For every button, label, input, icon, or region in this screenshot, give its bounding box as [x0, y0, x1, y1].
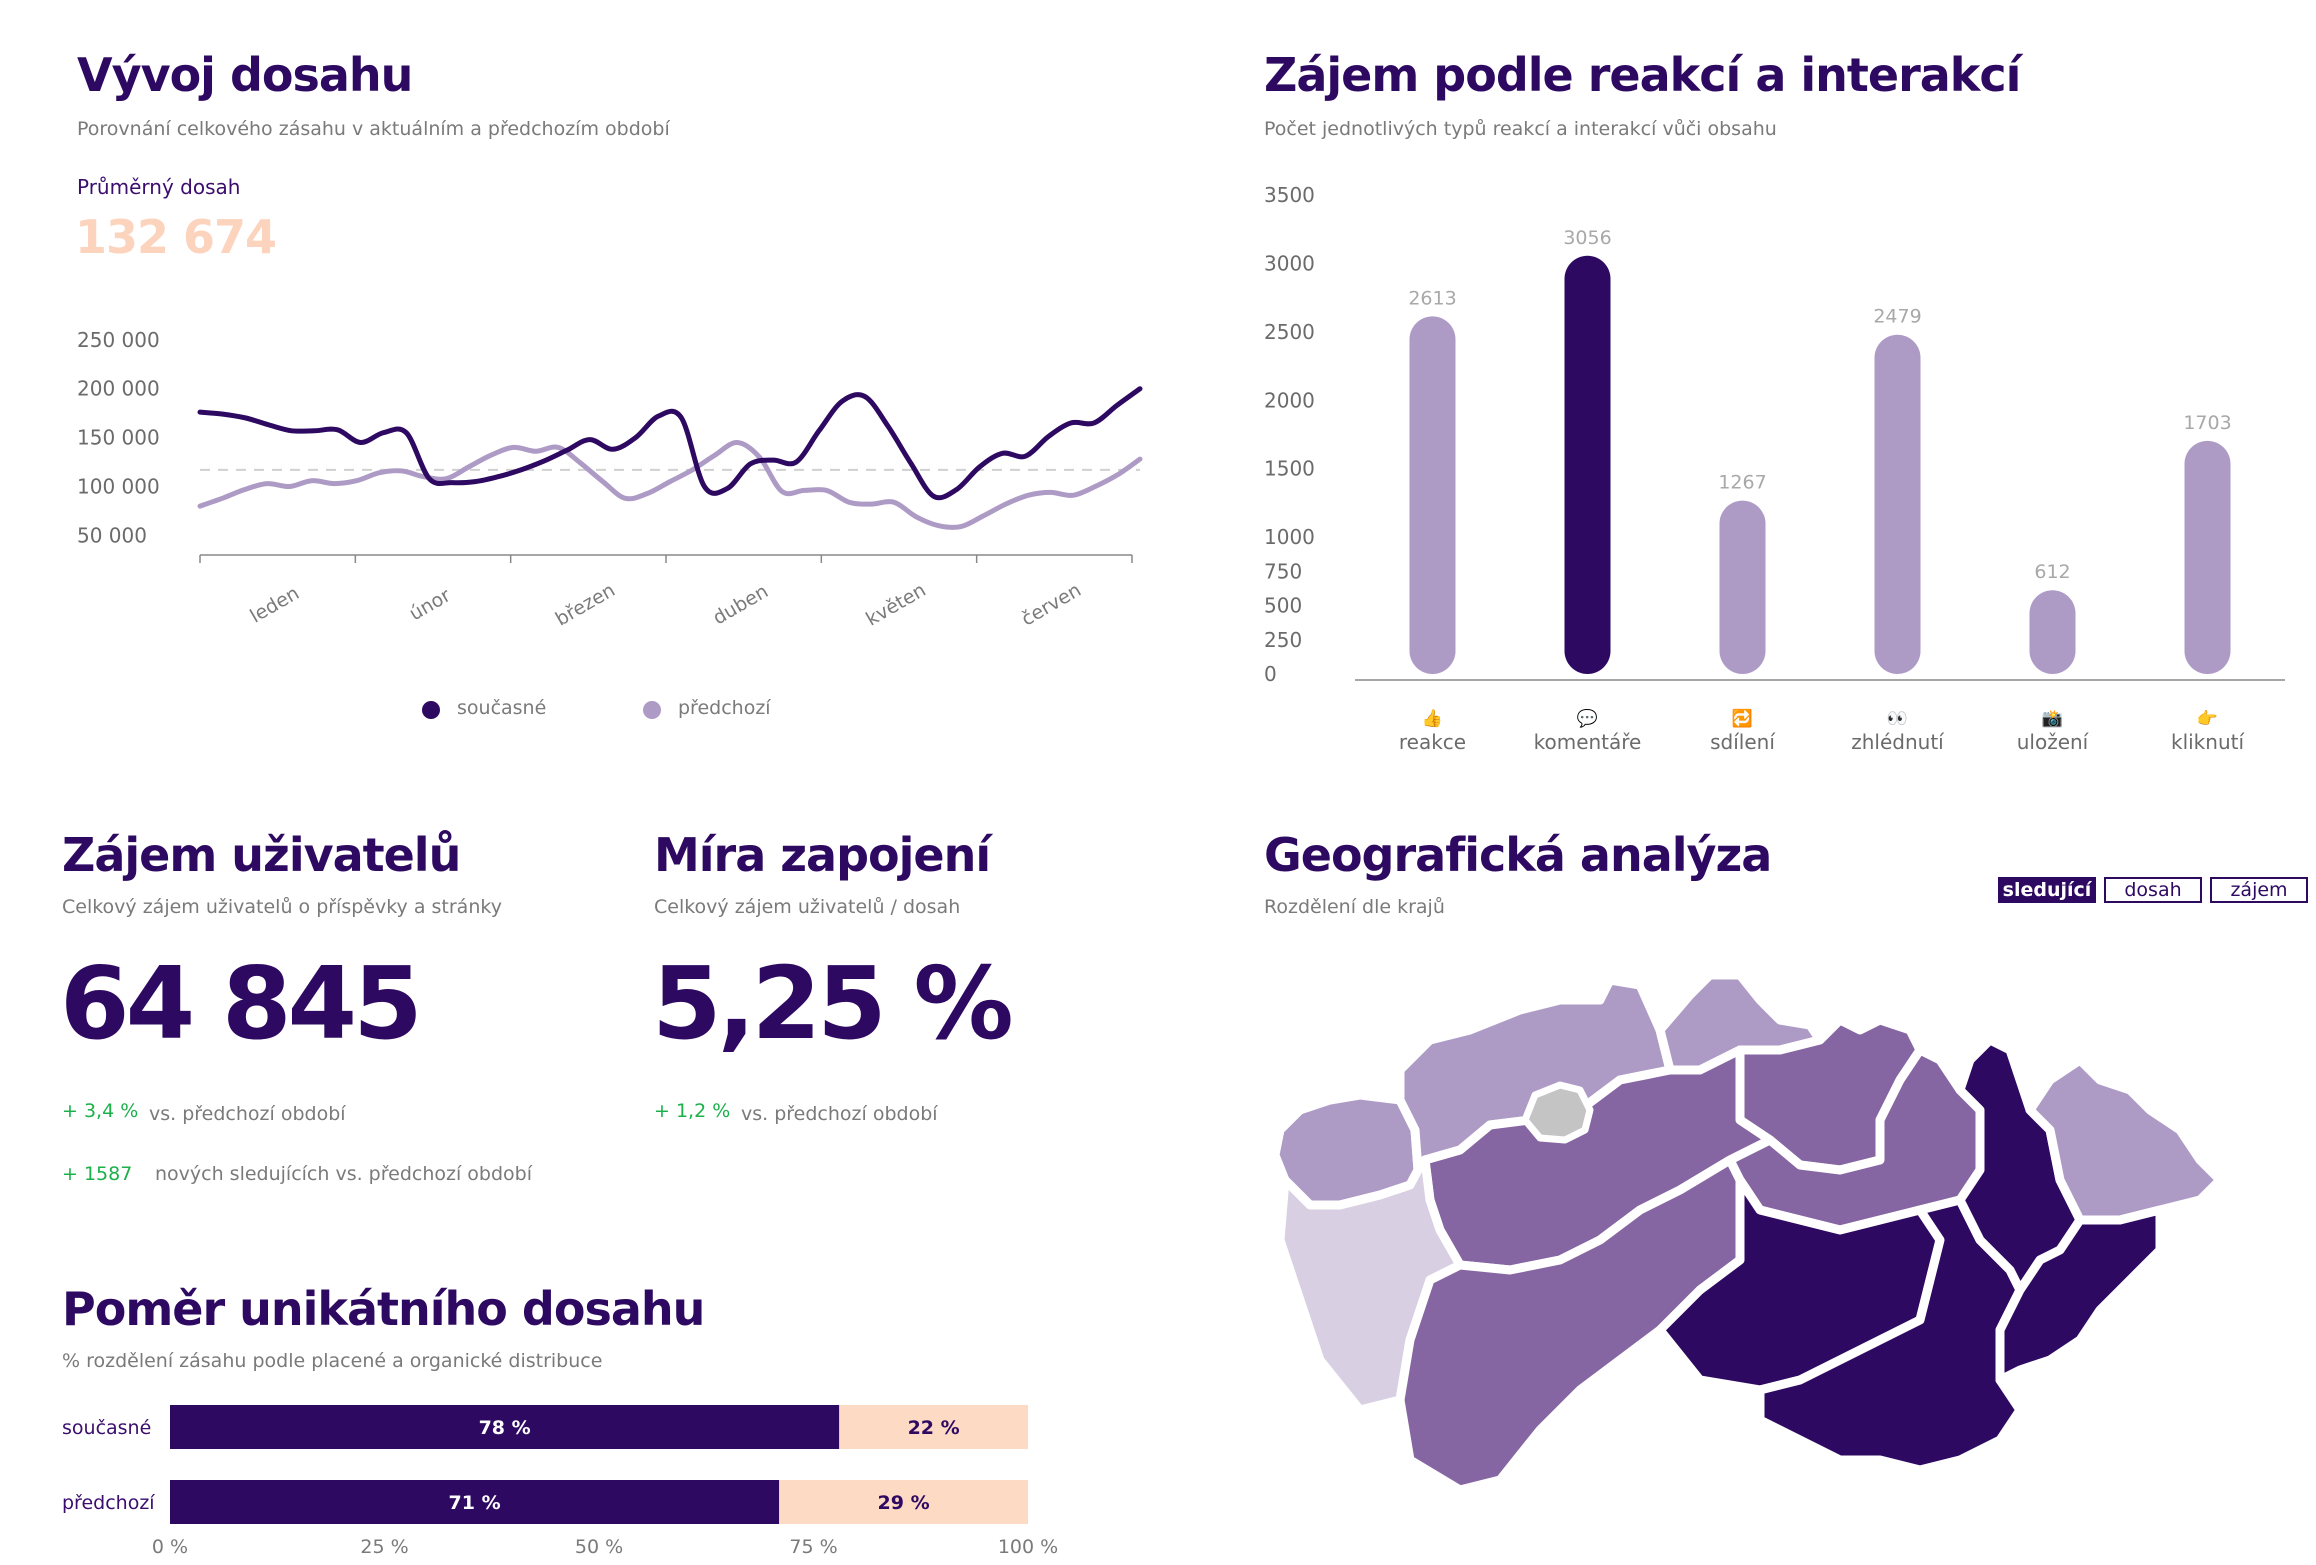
bar-value-label: 3056: [1563, 227, 1611, 249]
x-category-label: uložení: [2017, 730, 2090, 754]
x-tick-label: 25 %: [360, 1536, 408, 1558]
legend-previous-marker: [643, 701, 661, 719]
engagement-delta: + 1,2 %: [654, 1100, 731, 1122]
bar-value-label: 612: [2034, 561, 2070, 583]
reach-subtitle: Porovnání celkového zásahu v aktuálním a…: [77, 118, 670, 140]
tab-reach[interactable]: dosah: [2104, 877, 2202, 903]
followers-delta: + 1587: [62, 1163, 133, 1185]
legend-previous-label: předchozí: [678, 697, 771, 719]
geo-subtitle: Rozdělení dle krajů: [1264, 896, 1445, 918]
region-zlinsky[interactable]: [1995, 1205, 2165, 1385]
users-delta-text: vs. předchozí období: [149, 1103, 346, 1125]
bar-uložení: [2029, 590, 2076, 674]
tab-followers[interactable]: sledující: [1998, 877, 2096, 903]
x-tick-label: květen: [862, 579, 929, 631]
bar-value-label: 2613: [1408, 287, 1456, 309]
reach-line-chart: 250 000 200 000 150 000 100 000 50 000 leden ú…: [77, 328, 1143, 719]
hbar-segment-organické: [779, 1480, 1028, 1524]
x-tick-label: duben: [709, 580, 772, 629]
y-tick-label: 1000: [1264, 525, 1315, 549]
x-category-label: sdílení: [1710, 730, 1776, 754]
reach-title: Vývoj dosahu: [77, 48, 413, 102]
hbar-value-label: 29 %: [878, 1492, 930, 1514]
hbar-segment-organické: [839, 1405, 1028, 1449]
x-category-label: zhlédnutí: [1851, 730, 1945, 754]
unique-title: Poměr unikátního dosahu: [62, 1282, 705, 1336]
czech-regions-map: [1270, 970, 2225, 1495]
engagement-value: 5,25 %: [652, 945, 1014, 1062]
bar-kliknutí: [2184, 440, 2231, 674]
x-tick-label: únor: [406, 584, 455, 625]
x-tick-label: 0 %: [152, 1536, 188, 1558]
hbar-row-label: předchozí: [62, 1492, 155, 1514]
series-line-current: [197, 386, 1143, 501]
y-tick-label: 150 000: [77, 426, 160, 450]
category-icon: 📸: [2042, 709, 2063, 729]
category-icon: 💬: [1577, 708, 1598, 729]
y-tick-label: 250 000: [77, 328, 160, 352]
y-tick-label: 3000: [1264, 251, 1315, 275]
category-icon: 🔁: [1732, 708, 1753, 729]
y-tick-label: 1500: [1264, 457, 1315, 481]
hbar-value-label: 71 %: [449, 1492, 501, 1514]
engagement-title: Míra zapojení: [654, 828, 991, 882]
geo-title: Geografická analýza: [1264, 828, 1772, 882]
followers-delta-text: nových sledujících vs. předchozí období: [155, 1163, 533, 1185]
x-category-label: komentáře: [1534, 730, 1642, 754]
x-tick-label: 50 %: [575, 1536, 623, 1558]
legend-current-marker: [422, 701, 440, 719]
bar-zhlédnutí: [1874, 334, 1921, 674]
bar-value-label: 1703: [2183, 412, 2231, 434]
avg-reach-label: Průměrný dosah: [77, 175, 241, 199]
interest-bar-chart: 35003000250020001500100075050025002613👍r…: [1264, 183, 2285, 754]
y-tick-label: 100 000: [77, 475, 160, 499]
hbar-value-label: 22 %: [908, 1417, 960, 1439]
x-tick-label: 100 %: [998, 1536, 1058, 1558]
engagement-subtitle: Celkový zájem uživatelů / dosah: [654, 896, 961, 918]
hbar-segment-placené: [170, 1480, 780, 1524]
y-tick-label: 2000: [1264, 388, 1315, 412]
bar-value-label: 2479: [1873, 306, 1921, 328]
region-plzensky[interactable]: [1275, 1155, 1465, 1415]
y-tick-label: 750: [1264, 559, 1302, 583]
x-tick-label: leden: [246, 582, 303, 627]
category-icon: 👍: [1422, 708, 1443, 729]
users-subtitle: Celkový zájem uživatelů o příspěvky a st…: [62, 896, 502, 918]
hbar-segment-placené: [170, 1405, 840, 1449]
bar-value-label: 1267: [1718, 472, 1766, 494]
y-tick-label: 250: [1264, 628, 1302, 652]
y-tick-label: 2500: [1264, 320, 1315, 344]
x-category-label: reakce: [1399, 730, 1466, 754]
bar-komentáře: [1564, 255, 1611, 674]
tab-interest[interactable]: zájem: [2210, 877, 2308, 903]
hbar-value-label: 78 %: [479, 1417, 531, 1439]
y-tick-label: 3500: [1264, 183, 1315, 207]
hbar-row-label: současné: [62, 1417, 151, 1439]
series-line-previous: [197, 440, 1143, 530]
unique-reach-chart: současné 78 % 22 % předchozí 71 % 29 % 0 % 25 %…: [62, 1405, 1058, 1558]
y-tick-label: 50 000: [77, 523, 147, 547]
interest-title: Zájem podle reakcí a interakcí: [1264, 48, 2021, 102]
category-icon: 👀: [1887, 709, 1908, 729]
category-icon: 👉: [2197, 709, 2218, 729]
interest-subtitle: Počet jednotlivých typů reakcí a interak…: [1264, 118, 1777, 140]
y-tick-label: 0: [1264, 662, 1277, 686]
engagement-delta-text: vs. předchozí období: [741, 1103, 938, 1125]
bar-sdílení: [1719, 500, 1766, 674]
bar-reakce: [1409, 316, 1456, 674]
y-tick-label: 200 000: [77, 377, 160, 401]
unique-subtitle: % rozdělení zásahu podle placené a organ…: [62, 1350, 603, 1372]
y-tick-label: 500: [1264, 594, 1302, 618]
avg-reach-value: 132 674: [75, 210, 277, 264]
x-category-label: kliknutí: [2171, 730, 2245, 754]
x-tick-label: červen: [1018, 579, 1085, 631]
x-tick-label: 75 %: [789, 1536, 837, 1558]
users-title: Zájem uživatelů: [62, 828, 461, 882]
users-delta: + 3,4 %: [62, 1100, 139, 1122]
region-praha[interactable]: [1521, 1081, 1594, 1144]
legend-current-label: současné: [457, 697, 546, 719]
region-moravskoslezsky[interactable]: [2025, 1055, 2225, 1225]
users-value: 64 845: [60, 945, 423, 1062]
x-tick-label: březen: [552, 579, 619, 630]
